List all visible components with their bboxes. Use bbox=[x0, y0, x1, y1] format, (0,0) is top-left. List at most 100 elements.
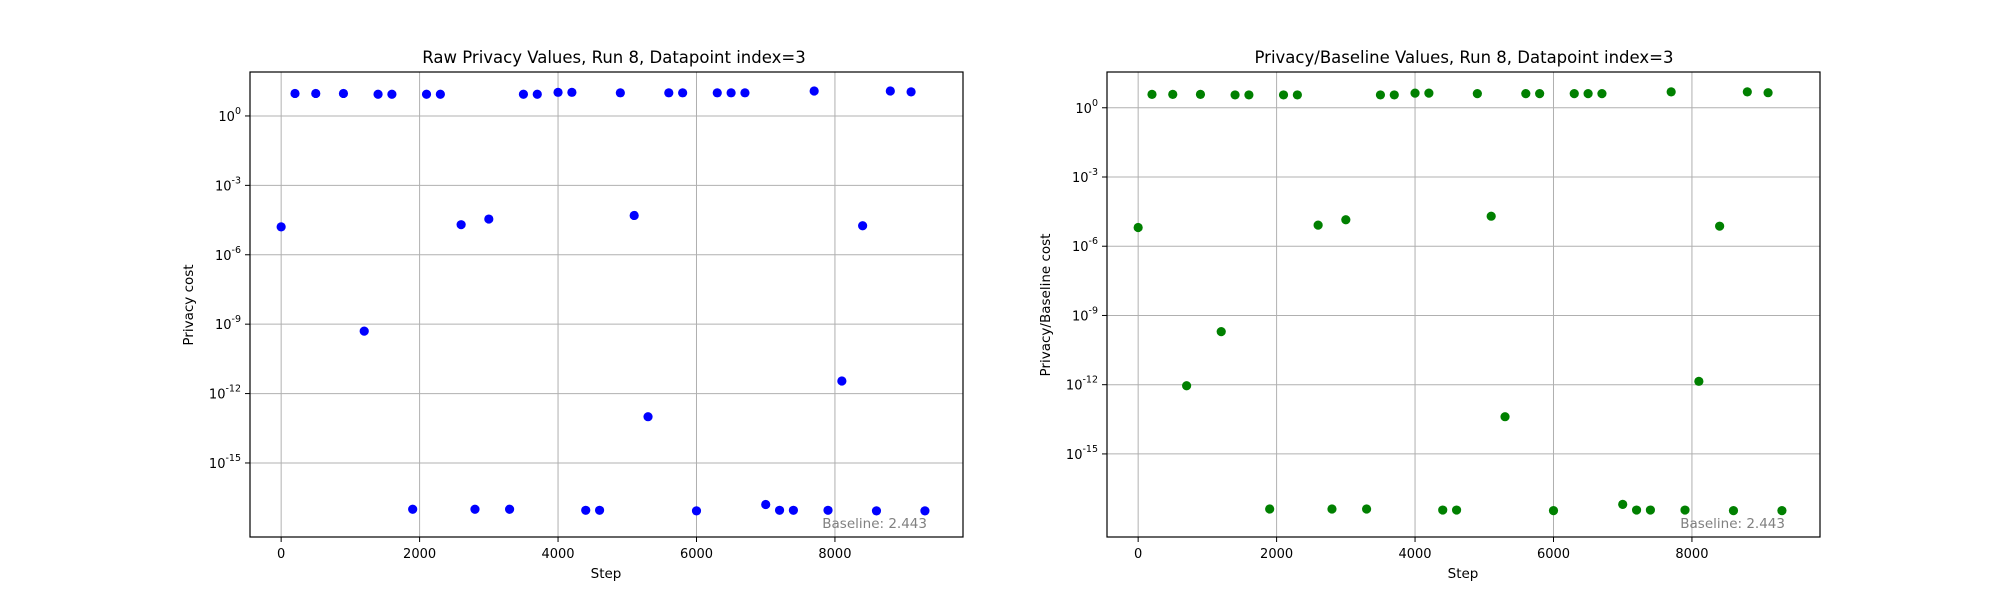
data-point bbox=[1631, 505, 1642, 515]
data-point bbox=[373, 89, 383, 99]
y-axis-label: Privacy cost bbox=[181, 264, 197, 345]
data-point bbox=[761, 499, 771, 510]
data-point bbox=[311, 88, 321, 99]
data-point bbox=[532, 89, 542, 99]
y-tick-label: 10-9 bbox=[1072, 305, 1098, 324]
data-point bbox=[1182, 381, 1192, 391]
data-point bbox=[871, 506, 882, 516]
data-point bbox=[1521, 89, 1531, 99]
y-tick-label: 10-15 bbox=[1066, 444, 1098, 463]
data-point bbox=[837, 376, 847, 386]
x-tick-label: 0 bbox=[277, 547, 285, 562]
data-point bbox=[290, 88, 300, 99]
data-point bbox=[470, 504, 480, 514]
data-point bbox=[1763, 88, 1773, 98]
data-point bbox=[553, 87, 563, 97]
data-point bbox=[1451, 505, 1462, 515]
x-tick-label: 6000 bbox=[1537, 547, 1570, 562]
data-point bbox=[1666, 87, 1676, 97]
data-point bbox=[1195, 89, 1206, 99]
data-point bbox=[1438, 505, 1448, 515]
data-point bbox=[518, 89, 529, 99]
y-tick-label: 10-3 bbox=[1072, 167, 1098, 186]
data-point bbox=[1583, 89, 1593, 99]
data-point bbox=[1597, 89, 1607, 99]
x-tick-label: 2000 bbox=[403, 547, 436, 562]
x-tick-label: 0 bbox=[1134, 547, 1142, 562]
y-tick-label: 10-3 bbox=[215, 175, 241, 194]
baseline-annotation: Baseline: 2.443 bbox=[1680, 516, 1785, 532]
data-point bbox=[1777, 505, 1787, 516]
x-axis-label: Step bbox=[1448, 566, 1479, 582]
data-point bbox=[1313, 220, 1323, 230]
data-point bbox=[1375, 90, 1386, 100]
data-point bbox=[906, 87, 916, 97]
data-point bbox=[858, 221, 868, 231]
data-point bbox=[1728, 505, 1739, 516]
data-point bbox=[691, 506, 702, 516]
data-point bbox=[1147, 89, 1157, 99]
data-point bbox=[276, 222, 286, 232]
data-point bbox=[408, 504, 418, 514]
data-point bbox=[456, 220, 466, 230]
data-point bbox=[1742, 87, 1752, 97]
data-point bbox=[712, 88, 722, 98]
data-point bbox=[629, 210, 639, 221]
x-tick-label: 4000 bbox=[541, 547, 574, 562]
data-point bbox=[740, 88, 750, 98]
data-point bbox=[678, 88, 688, 98]
y-tick-label: 100 bbox=[1075, 98, 1098, 117]
data-point bbox=[1327, 504, 1337, 514]
data-point bbox=[338, 88, 349, 99]
data-point bbox=[726, 88, 736, 98]
raw-privacy-chart: Raw Privacy Values, Run 8, Datapoint ind… bbox=[181, 48, 964, 582]
x-tick-label: 8000 bbox=[818, 547, 851, 562]
data-point bbox=[1265, 504, 1275, 514]
y-tick-label: 10-12 bbox=[1066, 375, 1098, 394]
data-point bbox=[1341, 215, 1351, 225]
data-point bbox=[567, 87, 577, 97]
data-point bbox=[359, 326, 369, 336]
y-tick-label: 10-6 bbox=[1072, 236, 1098, 255]
data-point bbox=[1244, 90, 1254, 100]
data-point bbox=[615, 88, 625, 98]
data-point bbox=[1230, 90, 1240, 100]
data-point bbox=[885, 86, 895, 96]
y-tick-label: 10-15 bbox=[209, 453, 241, 472]
data-point bbox=[1645, 505, 1656, 515]
y-tick-label: 100 bbox=[218, 106, 241, 125]
data-point bbox=[1472, 89, 1482, 99]
data-point bbox=[1535, 89, 1545, 99]
plot-frame bbox=[1106, 71, 1821, 538]
y-tick-label: 10-9 bbox=[215, 314, 241, 333]
data-point bbox=[788, 505, 799, 515]
x-tick-label: 2000 bbox=[1260, 547, 1293, 562]
data-point bbox=[1292, 90, 1302, 100]
data-point bbox=[1410, 88, 1420, 98]
data-point bbox=[664, 88, 674, 98]
data-point bbox=[1424, 88, 1434, 98]
x-tick-label: 4000 bbox=[1398, 547, 1431, 562]
data-point bbox=[1361, 504, 1372, 514]
data-point bbox=[1168, 89, 1178, 99]
x-tick-label: 6000 bbox=[680, 547, 713, 562]
data-point bbox=[1694, 376, 1704, 386]
data-point bbox=[1500, 412, 1510, 422]
privacy-baseline-chart: Privacy/Baseline Values, Run 8, Datapoin… bbox=[1038, 48, 1821, 582]
chart-title: Raw Privacy Values, Run 8, Datapoint ind… bbox=[422, 48, 805, 67]
baseline-annotation: Baseline: 2.443 bbox=[822, 516, 927, 532]
data-point bbox=[774, 505, 785, 515]
data-point bbox=[1133, 222, 1143, 233]
data-point bbox=[1216, 326, 1226, 337]
x-tick-label: 8000 bbox=[1675, 547, 1708, 562]
y-axis-label: Privacy/Baseline cost bbox=[1038, 234, 1054, 377]
data-point bbox=[1486, 211, 1496, 221]
data-point bbox=[504, 504, 515, 514]
data-point bbox=[435, 89, 445, 99]
chart-title: Privacy/Baseline Values, Run 8, Datapoin… bbox=[1255, 48, 1674, 67]
data-point bbox=[1389, 90, 1399, 100]
data-point bbox=[1680, 505, 1690, 515]
data-point bbox=[421, 89, 432, 99]
data-point bbox=[387, 89, 397, 99]
